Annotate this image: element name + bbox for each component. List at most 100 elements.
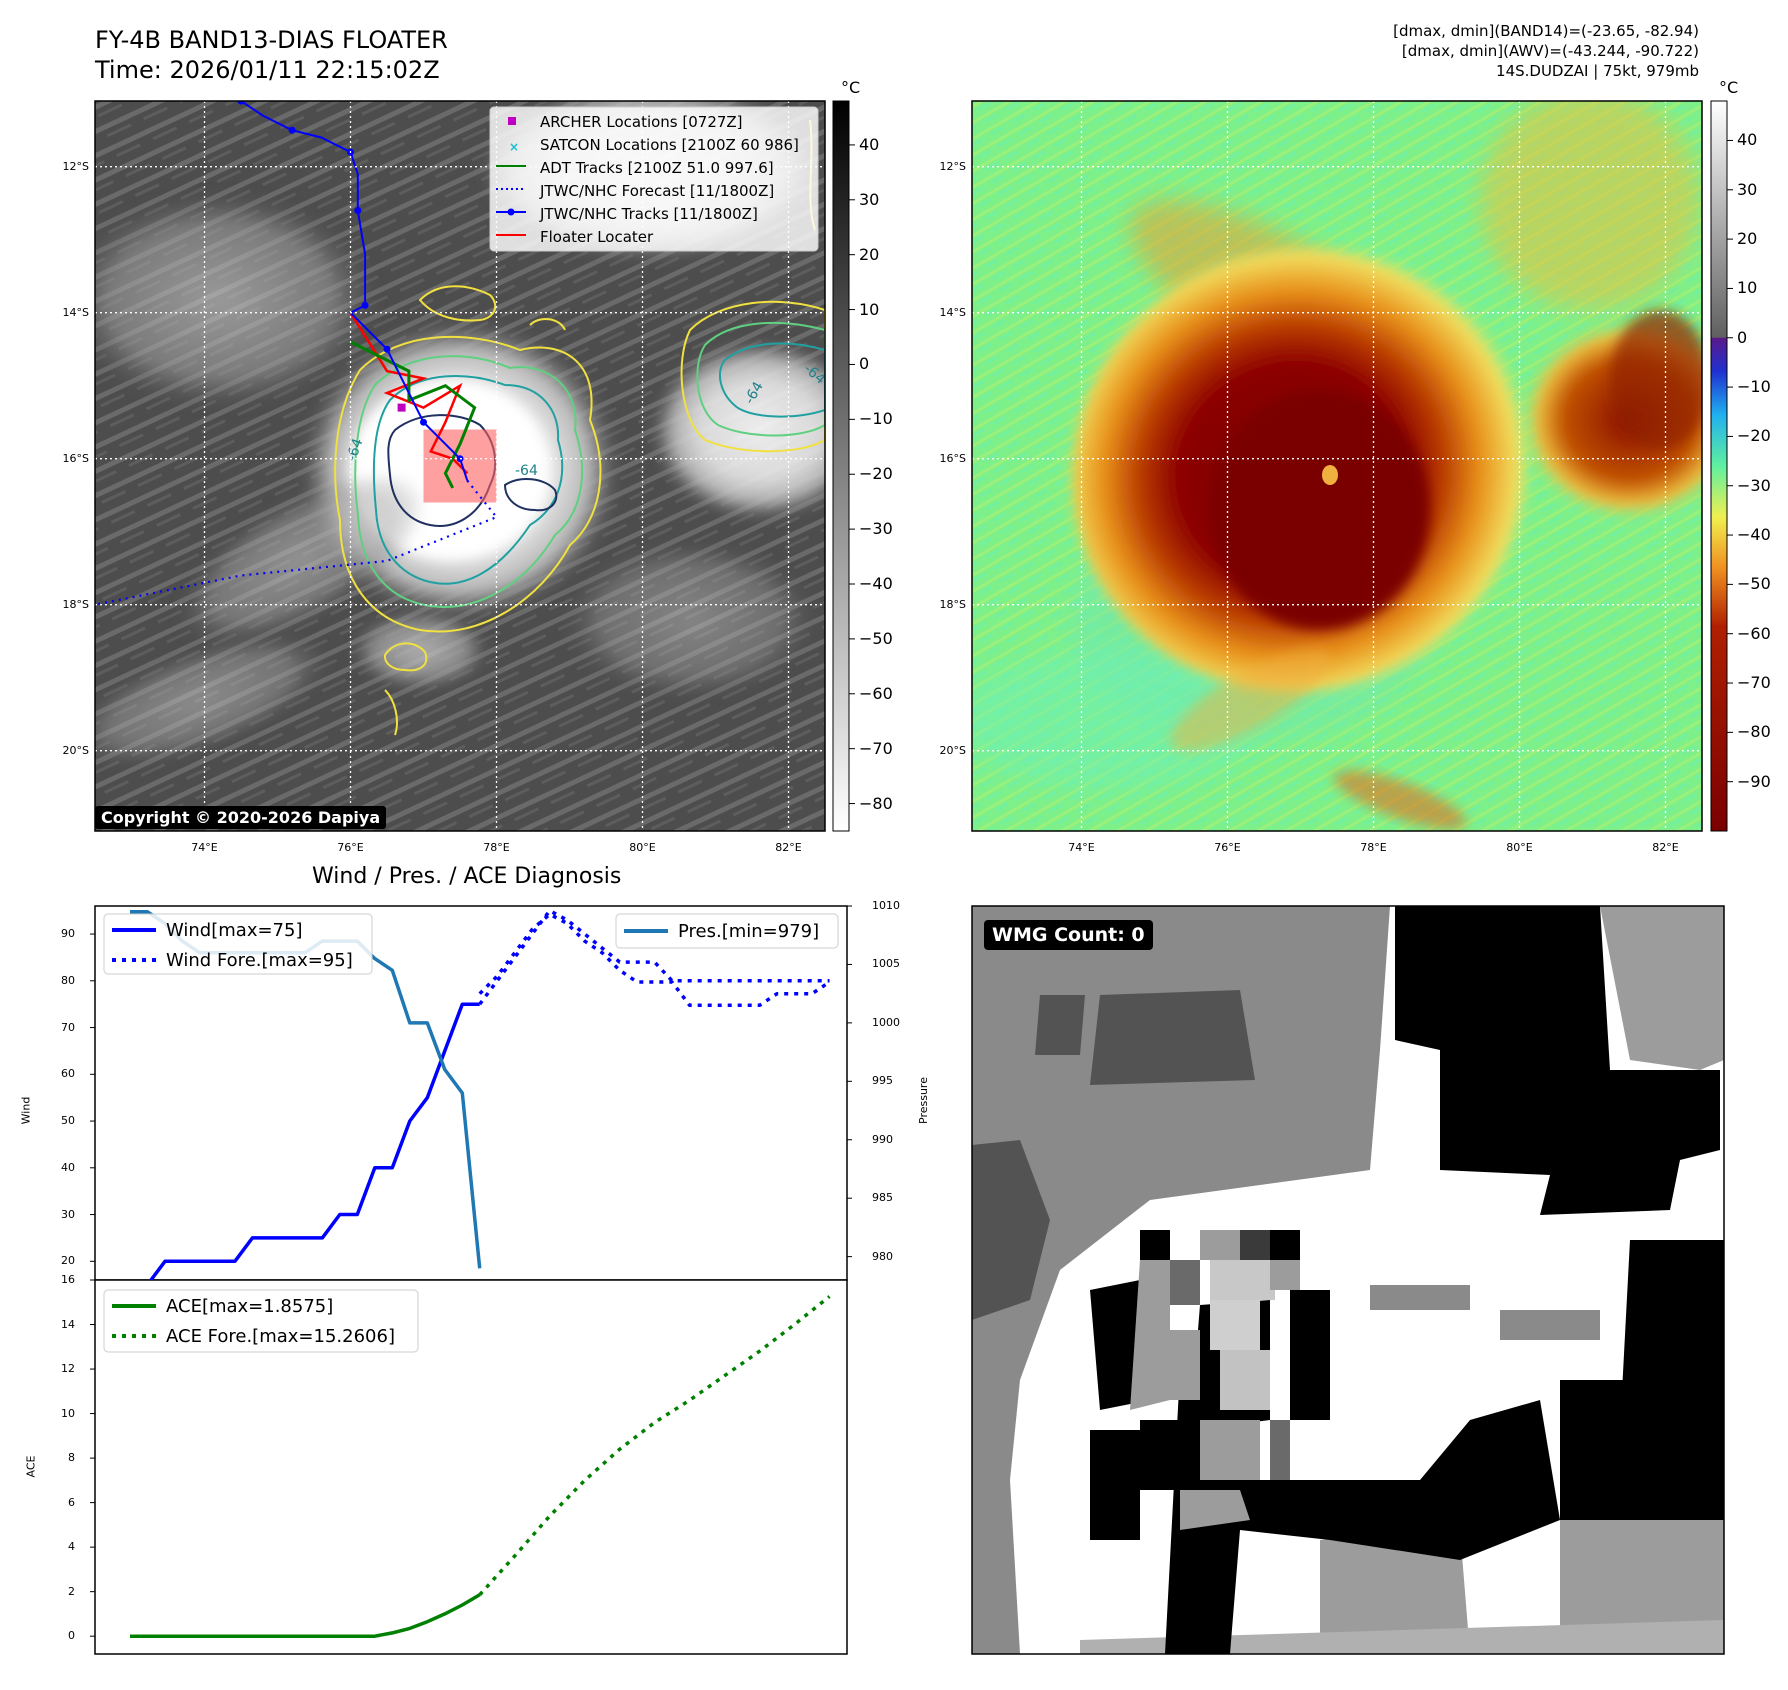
lat-tick-label: 20°S xyxy=(939,743,966,757)
wmg-image xyxy=(972,906,1724,1654)
wind-tick-label: 40 xyxy=(61,1160,75,1174)
wind-legend xyxy=(103,913,373,975)
colorbar-tick-label: 30 xyxy=(859,189,880,209)
ace-tick-label: 10 xyxy=(61,1406,75,1420)
pressure-tick-label: 980 xyxy=(872,1249,893,1263)
series-wind-fore-line xyxy=(478,908,830,1006)
colorbar-right xyxy=(1710,100,1728,832)
lon-tick-label: 80°E xyxy=(1506,841,1533,854)
legend-wind-forecast: Wind Fore.[max=95] xyxy=(166,950,353,971)
ace-axis xyxy=(90,1279,95,1637)
lat-tick-label: 16°S xyxy=(62,451,89,465)
figure-title-line2: Time: 2026/01/11 22:15:02Z xyxy=(95,56,440,84)
colorbar-tick-label: −60 xyxy=(859,683,893,703)
lon-tick-label: 82°E xyxy=(1652,841,1679,854)
legend-jtwc-forecast: JTWC/NHC Forecast [11/1800Z] xyxy=(540,182,775,200)
jtwc-best-track xyxy=(240,101,469,481)
colorbar-left xyxy=(832,100,850,832)
colorbar-left-ticks xyxy=(849,144,855,805)
pressure-axis xyxy=(847,905,852,1258)
jtwc-track-point xyxy=(354,207,362,214)
pressure-legend xyxy=(615,913,839,949)
lat-tick-label: 12°S xyxy=(939,159,966,173)
ace-tick-label: 12 xyxy=(61,1362,75,1376)
jtwc-track-point xyxy=(237,101,245,105)
lon-tick-label: 78°E xyxy=(1360,841,1387,854)
wind-axis xyxy=(90,933,95,1262)
archer-location xyxy=(397,403,406,412)
series-aceline xyxy=(130,1593,481,1638)
lat-tick-label: 16°S xyxy=(939,451,966,465)
info-line1: [dmax, dmin](BAND14)=(-23.65, -82.94) xyxy=(1393,22,1699,40)
ace-tick-label: 2 xyxy=(68,1584,75,1598)
ace-ylabel: ACE xyxy=(24,1455,38,1478)
lon-tick-label: 78°E xyxy=(483,841,510,854)
figure-title-line1: FY-4B BAND13-DIAS FLOATER xyxy=(95,26,448,54)
awv-map-background xyxy=(972,101,1702,831)
ace-series xyxy=(130,1295,831,1638)
legend-wind: Wind[max=75] xyxy=(166,920,303,941)
pressure-tick-label: 1010 xyxy=(872,899,900,912)
wind-tick-label: 70 xyxy=(61,1020,75,1034)
ace-tick-label: 16 xyxy=(61,1273,75,1286)
colorbar-tick-label: 0 xyxy=(1737,327,1748,347)
series-pres-fore-line xyxy=(478,912,831,1008)
series-windline xyxy=(148,1002,480,1280)
legend-satcon: SATCON Locations [2100Z 60 986] xyxy=(540,136,799,154)
lat-tick-label: 14°S xyxy=(939,305,966,319)
colorbar-tick-label: −30 xyxy=(1737,475,1771,495)
wind-ylabel: Wind xyxy=(19,1096,33,1125)
colorbar-tick-label: −10 xyxy=(859,409,893,429)
pressure-ylabel: Pressure xyxy=(916,1077,930,1124)
colorbar-tick-label: −20 xyxy=(1737,426,1771,446)
colorbar-tick-label: −30 xyxy=(859,519,893,539)
lon-tick-label: 80°E xyxy=(629,841,656,854)
colorbar-tick-label: −70 xyxy=(1737,673,1771,693)
colorbar-tick-label: 20 xyxy=(859,244,880,264)
adt-track xyxy=(349,340,477,489)
colorbar-tick-label: −80 xyxy=(1737,722,1771,742)
wind-tick-label: 80 xyxy=(61,973,75,987)
wmg-count-badge: WMG Count: 0 xyxy=(984,920,1153,950)
pressure-tick-label: 995 xyxy=(872,1074,893,1088)
pressure-tick-label: 1005 xyxy=(872,957,900,971)
ace-tick-label: 14 xyxy=(61,1317,75,1331)
wind-tick-label: 90 xyxy=(61,927,75,941)
map-gridlines xyxy=(972,101,1702,831)
lat-tick-label: 12°S xyxy=(62,159,89,173)
contour-label: -64 xyxy=(515,463,538,479)
colorbar-tick-label: −20 xyxy=(859,464,893,484)
lon-tick-label: 82°E xyxy=(775,841,802,854)
colorbar-tick-label: −40 xyxy=(1737,525,1771,545)
pressure-tick-label: 985 xyxy=(872,1191,893,1205)
copyright-badge: Copyright © 2020-2026 Dapiya xyxy=(95,806,387,829)
legend-adt: ADT Tracks [2100Z 51.0 997.6] xyxy=(540,159,774,177)
archer-legend-icon xyxy=(508,117,516,125)
legend-archer: ARCHER Locations [0727Z] xyxy=(540,113,743,131)
lon-tick-label: 76°E xyxy=(337,841,364,854)
jtwc-track-point xyxy=(361,301,369,309)
colorbar-tick-label: 40 xyxy=(1737,130,1758,150)
lat-tick-label: 14°S xyxy=(62,305,89,319)
colorbar-tick-label: −70 xyxy=(859,738,893,758)
lon-tick-label: 76°E xyxy=(1214,841,1241,854)
colorbar-left-unit: °C xyxy=(841,78,861,97)
legend-pressure: Pres.[min=979] xyxy=(678,921,820,942)
colorbar-tick-label: 20 xyxy=(1737,229,1758,249)
pressure-tick-label: 1000 xyxy=(872,1015,900,1029)
colorbar-tick-label: 30 xyxy=(1737,179,1758,199)
lat-tick-label: 20°S xyxy=(62,743,89,757)
lat-tick-label: 18°S xyxy=(62,597,89,611)
wind-tick-label: 60 xyxy=(61,1067,75,1081)
legend-ace-forecast: ACE Fore.[max=15.2606] xyxy=(166,1326,395,1347)
map-legend: × xyxy=(489,106,819,252)
info-line3: 14S.DUDZAI | 75kt, 979mb xyxy=(1496,62,1699,80)
lat-tick-label: 18°S xyxy=(939,597,966,611)
contour-label: -64 xyxy=(344,436,367,463)
colorbar-tick-label: −90 xyxy=(1737,771,1771,791)
lon-tick-label: 74°E xyxy=(191,841,218,854)
jtwc-track-point xyxy=(288,126,296,134)
ace-legend xyxy=(103,1289,419,1353)
